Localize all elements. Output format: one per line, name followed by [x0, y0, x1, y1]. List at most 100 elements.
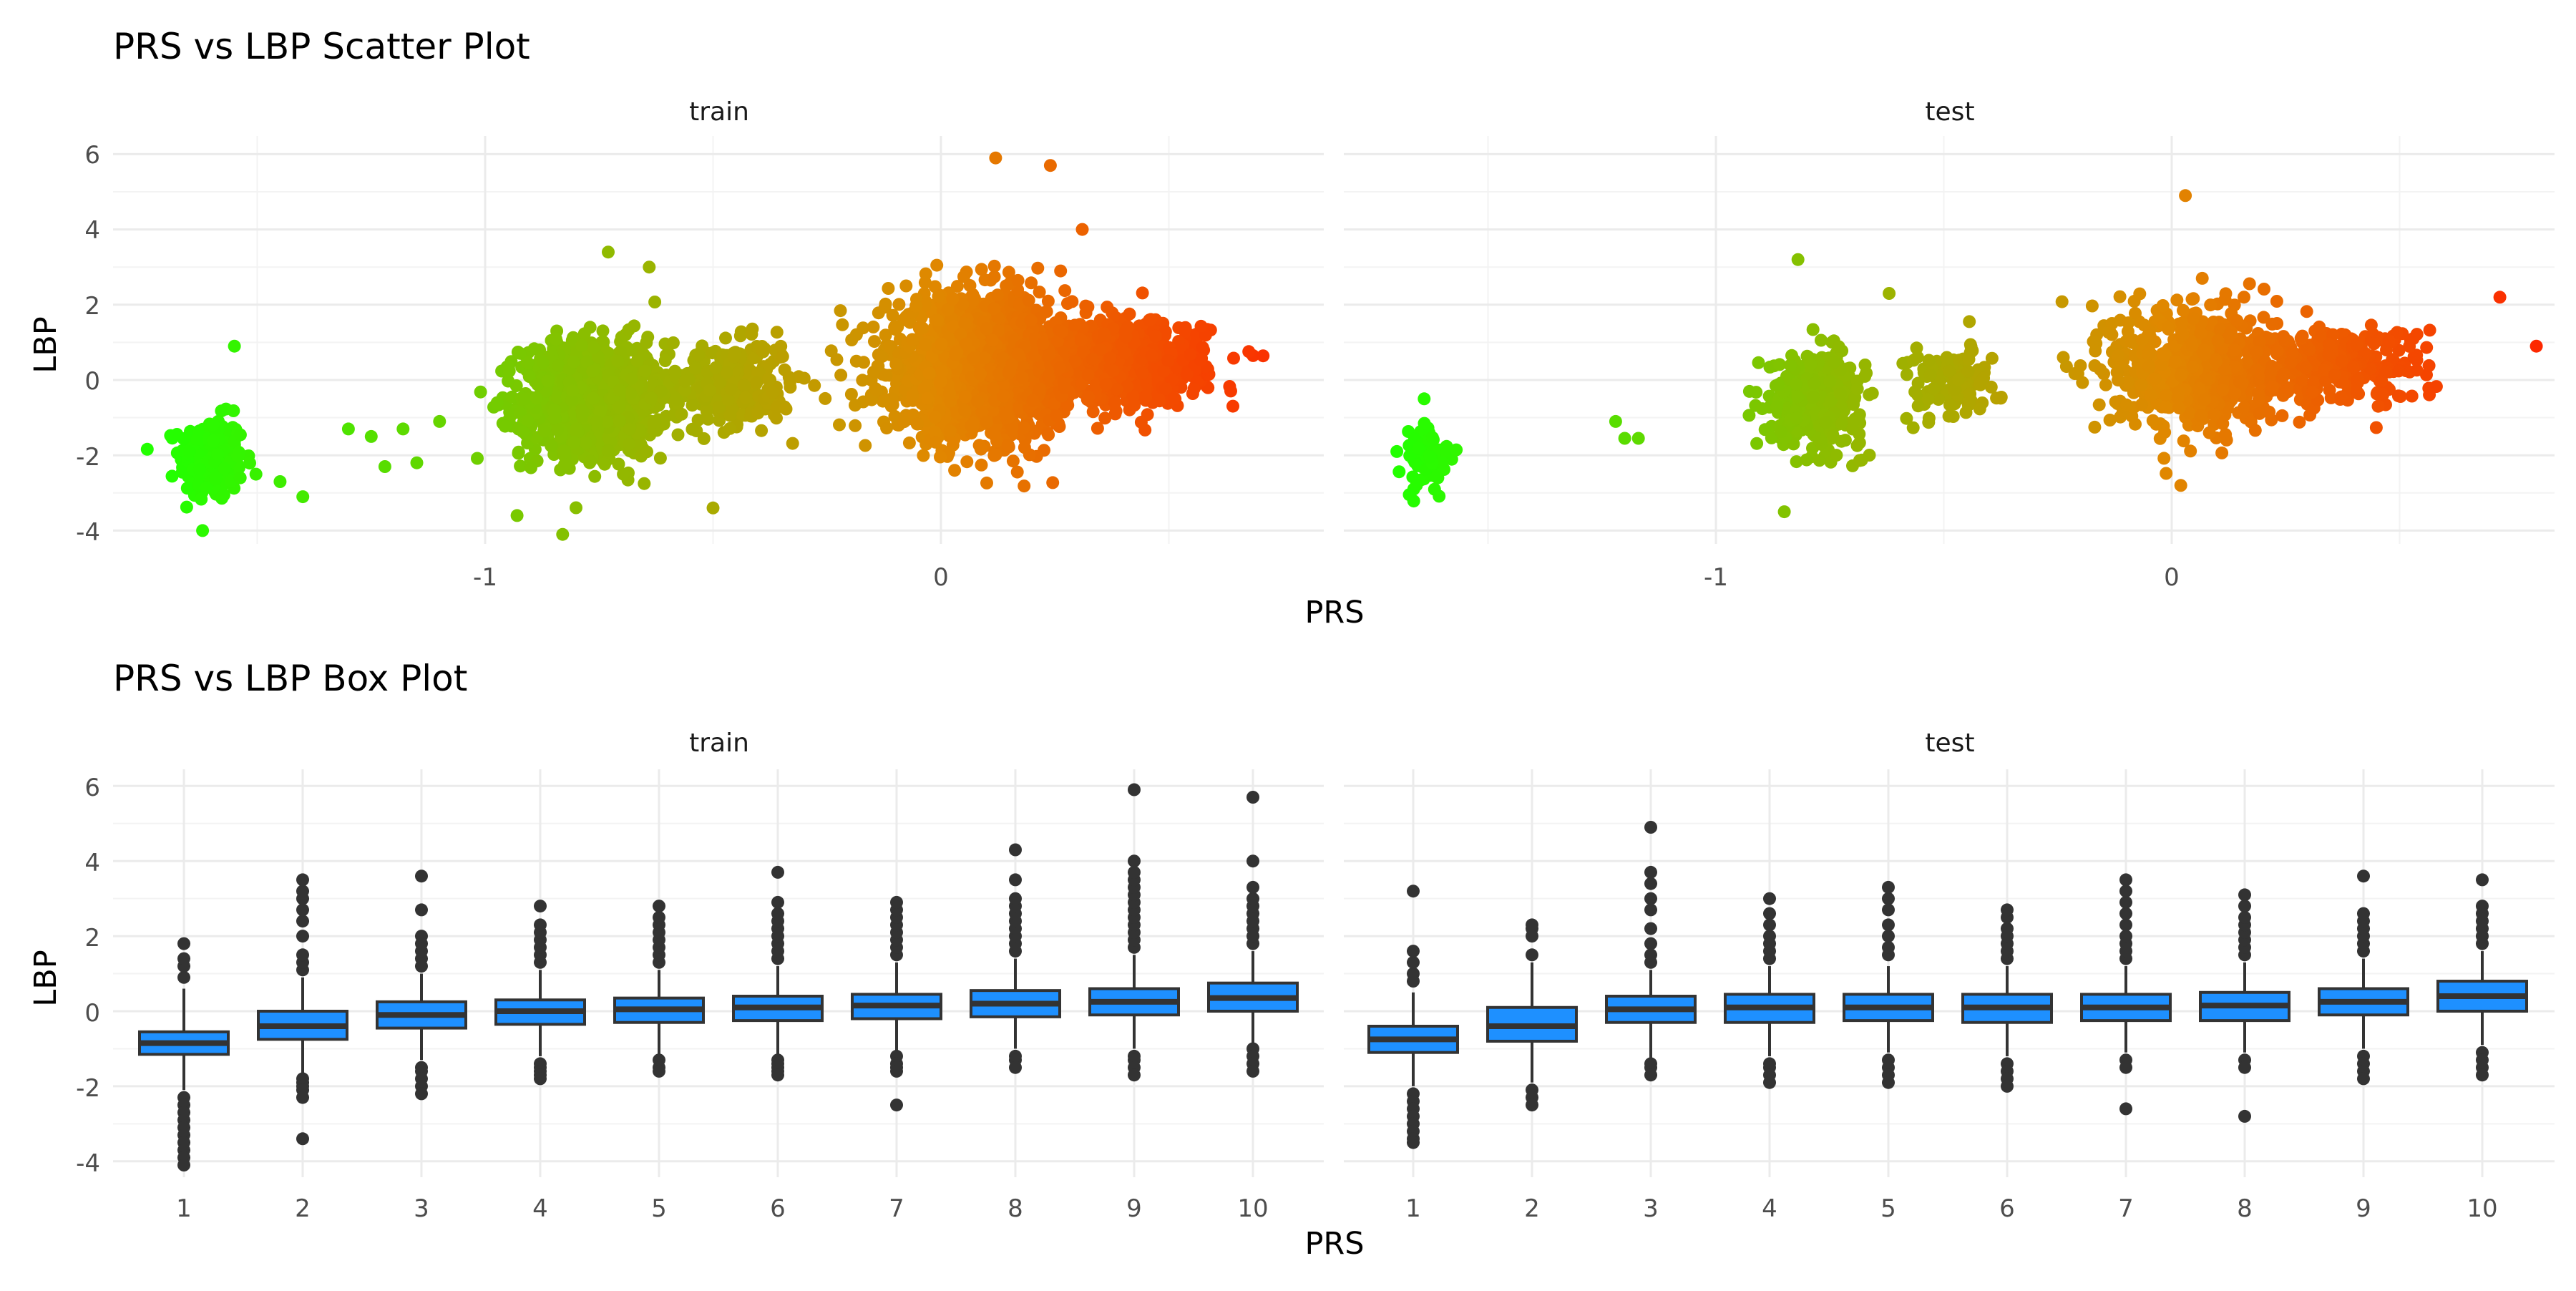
scatter-point [471, 452, 484, 465]
scatter-point [834, 304, 847, 317]
scatter-point [166, 469, 179, 482]
scatter-point [570, 502, 582, 515]
scatter-point [1226, 400, 1239, 413]
scatter-point [559, 458, 572, 471]
scatter-point [1791, 391, 1804, 404]
scatter-point [1188, 382, 1201, 395]
scatter-point [1827, 429, 1840, 442]
scatter-point [648, 296, 661, 308]
scatter-point [703, 384, 716, 397]
scatter-point [980, 477, 993, 489]
scatter-point [1016, 371, 1029, 384]
scatter-point [1851, 382, 1864, 395]
scatter-point [2056, 296, 2069, 308]
scatter-point [898, 415, 911, 428]
scatter-point [1896, 357, 1909, 370]
scatter-point [921, 392, 934, 405]
scatter-point [1423, 451, 1436, 464]
scatter-point [755, 424, 768, 437]
scatter-point [518, 393, 531, 406]
scatter-point [1775, 425, 1787, 438]
scatter-point [570, 422, 583, 435]
scatter-point [943, 387, 956, 400]
scatter-point [2086, 300, 2099, 313]
scatter-point [757, 346, 770, 359]
scatter-point [688, 362, 701, 375]
scatter-point [932, 290, 945, 303]
scatter-point [1823, 375, 1836, 388]
scatter-point [867, 366, 880, 379]
scatter-point [1790, 412, 1803, 425]
scatter-point [722, 394, 735, 406]
scatter-point [218, 462, 231, 475]
scatter-point [640, 336, 653, 349]
scatter-point [588, 470, 601, 483]
scatter-point [342, 422, 355, 435]
scatter-point [211, 448, 224, 461]
scatter-point [379, 460, 391, 473]
scatter-point [702, 413, 715, 426]
scatter-point [899, 280, 912, 293]
scatter-point [1426, 432, 1439, 444]
scatter-point [882, 282, 894, 295]
scatter-point [2088, 421, 2101, 434]
scatter-point [602, 245, 615, 258]
scatter-point [551, 424, 564, 437]
scatter-point [721, 366, 733, 379]
scatter-point [2114, 291, 2127, 303]
scatter-point [973, 439, 986, 452]
scatter-point [1081, 301, 1094, 313]
scatter-point [580, 437, 592, 449]
scatter-point [1007, 454, 1020, 467]
scatter-point [250, 468, 263, 481]
scatter-point [566, 384, 579, 397]
scatter-point [911, 418, 924, 431]
scatter-point [692, 349, 705, 361]
scatter-point [1963, 388, 1976, 401]
scatter-point [999, 408, 1012, 421]
scatter-point [724, 409, 737, 422]
scatter-point [1858, 370, 1871, 383]
scatter-point [243, 457, 256, 469]
scatter-point [1756, 402, 1769, 415]
scatter-point [1139, 391, 1152, 404]
scatter-point [1023, 294, 1035, 307]
scatter-point [1828, 356, 1840, 369]
scatter-point [766, 386, 779, 399]
scatter-point [1911, 351, 1924, 364]
scatter-point [433, 415, 446, 428]
scatter-point [1784, 359, 1797, 371]
scatter-point [1075, 333, 1088, 346]
scatter-point [517, 425, 530, 438]
scatter-point [672, 429, 685, 442]
scatter-point [2093, 399, 2106, 411]
scatter-point [598, 458, 611, 471]
scatter-point [889, 358, 902, 371]
scatter-point [1242, 345, 1255, 358]
scatter-point [762, 373, 775, 386]
scatter-point [578, 327, 591, 340]
scatter-point [2057, 351, 2070, 364]
scatter-point [545, 439, 557, 452]
scatter-point [907, 389, 919, 402]
scatter-point [989, 152, 1002, 165]
scatter-point [738, 379, 751, 392]
scatter-point [1742, 409, 1755, 422]
scatter-point [1123, 308, 1136, 321]
scatter-point [1082, 369, 1095, 381]
scatter-point [849, 419, 862, 432]
scatter-point [1107, 364, 1120, 377]
scatter-point [833, 419, 846, 432]
scatter-point [1143, 313, 1156, 326]
scatter-point [587, 392, 600, 405]
scatter-point [1752, 356, 1765, 369]
scatter-point [550, 333, 562, 346]
scatter-point [1136, 286, 1149, 299]
scatter-point [2270, 295, 2283, 308]
scatter-point [1196, 341, 1209, 354]
scatter-point [919, 268, 932, 281]
scatter-point [1846, 423, 1859, 436]
scatter-point [919, 338, 932, 351]
scatter-point [1011, 466, 1024, 479]
scatter-point [991, 288, 1004, 301]
